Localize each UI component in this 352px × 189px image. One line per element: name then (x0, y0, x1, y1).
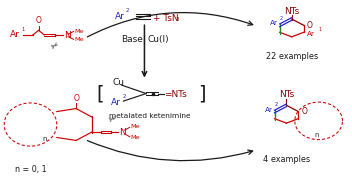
Text: Cu: Cu (113, 78, 125, 87)
Text: n: n (42, 136, 47, 142)
Text: n: n (315, 132, 319, 138)
Text: Ar: Ar (115, 12, 125, 21)
Text: [: [ (97, 84, 105, 103)
Text: 4 examples: 4 examples (263, 155, 310, 164)
Text: O: O (307, 21, 312, 30)
FancyArrowPatch shape (87, 141, 253, 161)
Text: NTs: NTs (284, 6, 299, 15)
Text: Me: Me (74, 37, 84, 42)
Text: N: N (64, 31, 70, 40)
Text: metalated ketenimine: metalated ketenimine (109, 113, 190, 119)
Text: 2: 2 (280, 15, 283, 21)
Text: n = 0, 1: n = 0, 1 (15, 165, 46, 174)
Text: Me: Me (74, 29, 84, 34)
Text: O: O (301, 107, 307, 116)
Text: + TsN: + TsN (153, 14, 179, 23)
Text: 3: 3 (175, 17, 179, 22)
Text: NTs: NTs (279, 90, 294, 99)
Text: Ar: Ar (111, 98, 121, 107)
Text: Ar: Ar (265, 107, 273, 113)
Text: 2: 2 (126, 8, 129, 12)
Text: Ar: Ar (10, 30, 19, 39)
Text: Cu(I): Cu(I) (147, 35, 169, 44)
Text: O: O (73, 94, 79, 103)
Text: ✂: ✂ (107, 114, 117, 125)
Text: O: O (36, 16, 42, 25)
Text: Me: Me (131, 135, 140, 140)
FancyArrowPatch shape (87, 13, 253, 37)
Text: Base: Base (121, 35, 143, 44)
Text: =NTs: =NTs (164, 90, 187, 99)
Text: ]: ] (199, 84, 206, 103)
Text: 1: 1 (318, 27, 321, 32)
Text: ✂: ✂ (50, 40, 61, 51)
Text: Me: Me (131, 125, 140, 129)
Text: 2: 2 (275, 102, 278, 107)
Text: 1: 1 (21, 27, 24, 32)
Text: 2: 2 (123, 94, 126, 99)
Text: Ar: Ar (270, 20, 278, 26)
Text: 22 examples: 22 examples (266, 53, 318, 61)
Text: Ar: Ar (307, 31, 315, 37)
Text: N: N (119, 128, 126, 137)
